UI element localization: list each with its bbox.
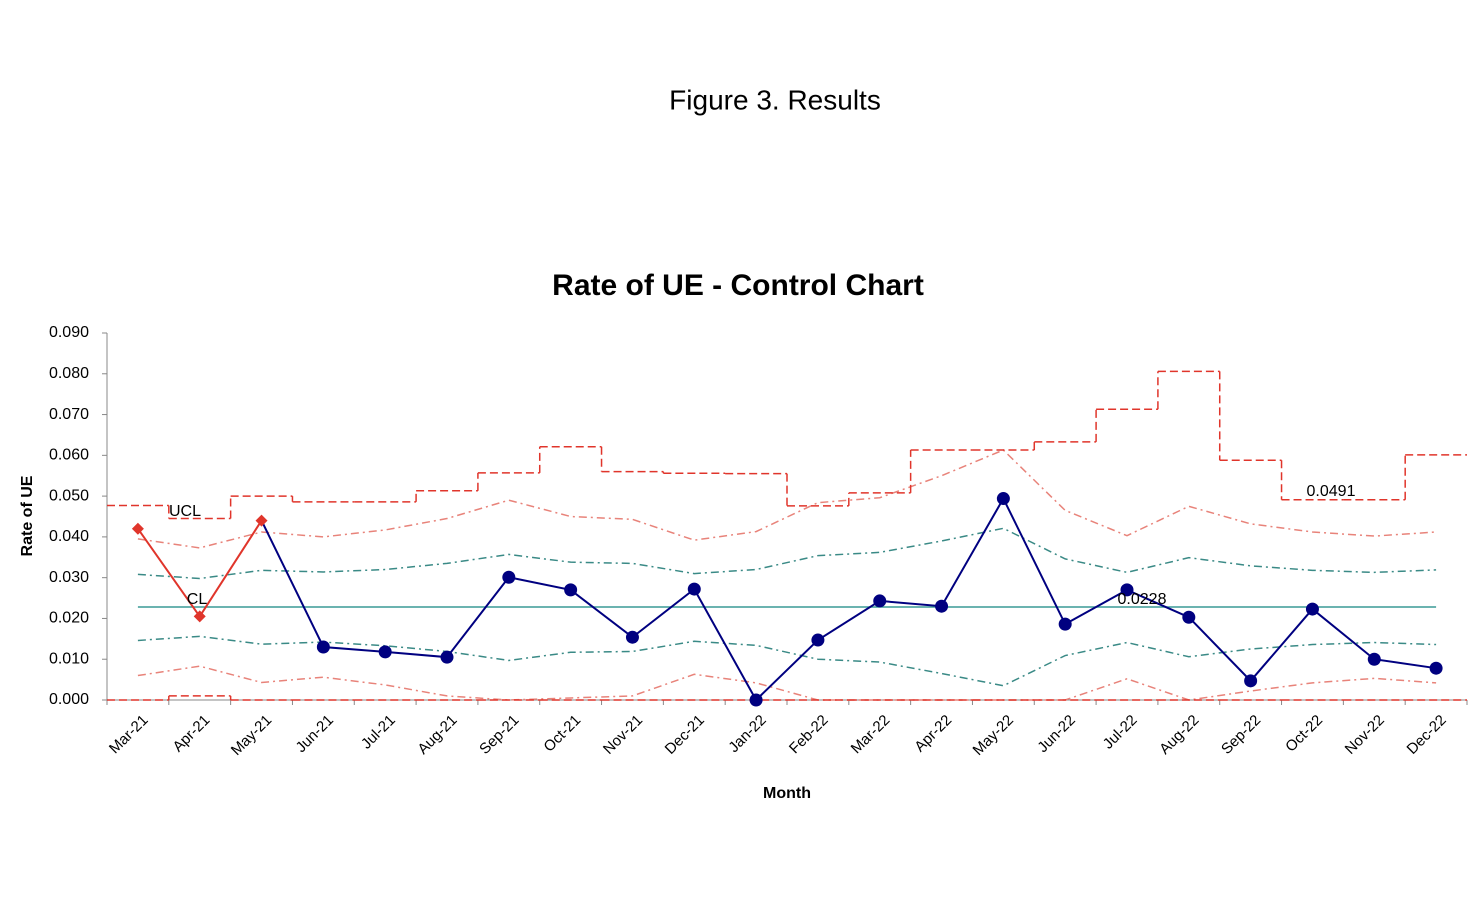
- data-point: [131, 522, 144, 535]
- data-point: [873, 594, 887, 608]
- x-tick-label: May-22: [970, 712, 1017, 759]
- data-point: [1429, 661, 1443, 675]
- x-tick-label: Aug-22: [1156, 712, 1202, 758]
- chart-title: Rate of UE - Control Chart: [552, 269, 924, 302]
- x-tick-label: Jul-21: [358, 712, 399, 753]
- x-tick-label: Aug-21: [414, 712, 460, 758]
- x-tick-label: Nov-22: [1342, 712, 1388, 758]
- x-tick-label: Dec-22: [1404, 712, 1450, 758]
- annotation: 0.0228: [1118, 591, 1167, 608]
- x-tick-label: Oct-21: [540, 712, 584, 756]
- x-tick-label: Mar-22: [848, 712, 894, 758]
- data-point: [316, 640, 330, 654]
- annotation: CL: [187, 591, 208, 608]
- data-point: [255, 514, 268, 527]
- data-point: [1305, 602, 1319, 616]
- data-point: [811, 633, 825, 647]
- sigma-line: [137, 449, 1437, 549]
- x-tick-label: Dec-21: [662, 712, 708, 758]
- y-tick-label: 0.040: [49, 528, 89, 545]
- x-tick-label: Nov-21: [600, 712, 646, 758]
- data-point: [193, 610, 206, 623]
- data-point: [625, 630, 639, 644]
- data-point: [440, 650, 454, 664]
- annotation: 0.0491: [1307, 483, 1356, 500]
- data-point: [1244, 674, 1258, 688]
- data-point: [1058, 617, 1072, 631]
- page-title: Figure 3. Results: [669, 84, 881, 115]
- data-point: [996, 492, 1010, 506]
- y-tick-label: 0.050: [49, 487, 89, 504]
- data-point: [687, 582, 701, 596]
- x-axis-title: Month: [763, 785, 811, 802]
- x-tick-label: Sep-21: [476, 712, 522, 758]
- data-point: [1182, 610, 1196, 624]
- data-point: [1120, 583, 1134, 597]
- x-tick-label: Jun-22: [1034, 712, 1078, 756]
- y-tick-label: 0.010: [49, 650, 89, 667]
- y-tick-label: 0.060: [49, 447, 89, 464]
- y-tick-label: 0.070: [49, 406, 89, 423]
- y-tick-label: 0.030: [49, 569, 89, 586]
- y-tick-label: 0.090: [49, 324, 89, 341]
- y-tick-label: 0.080: [49, 365, 89, 382]
- sigma-line: [137, 527, 1437, 580]
- data-point: [502, 570, 516, 584]
- data-point: [749, 693, 763, 707]
- x-tick-label: Apr-21: [169, 712, 213, 756]
- x-tick-label: Apr-22: [911, 712, 955, 756]
- data-point: [564, 583, 578, 597]
- sigma-line: [137, 635, 1437, 687]
- x-tick-label: Jan-22: [725, 712, 769, 756]
- x-tick-label: Oct-22: [1282, 712, 1326, 756]
- y-axis-title: Rate of UE: [19, 475, 36, 556]
- y-tick-label: 0.020: [49, 610, 89, 627]
- x-tick-label: Jul-22: [1100, 712, 1141, 753]
- sigma-line: [137, 665, 1437, 701]
- x-tick-label: Feb-22: [786, 712, 832, 758]
- data-point: [1367, 652, 1381, 666]
- x-tick-label: Sep-22: [1218, 712, 1264, 758]
- x-tick-label: May-21: [228, 712, 275, 759]
- y-tick-label: 0.000: [49, 691, 89, 708]
- data-line: [260, 496, 1437, 702]
- data-point: [378, 645, 392, 659]
- x-tick-label: Mar-21: [106, 712, 152, 758]
- data-point: [935, 599, 949, 613]
- x-tick-label: Jun-21: [293, 712, 337, 756]
- annotation: UCL: [169, 503, 201, 520]
